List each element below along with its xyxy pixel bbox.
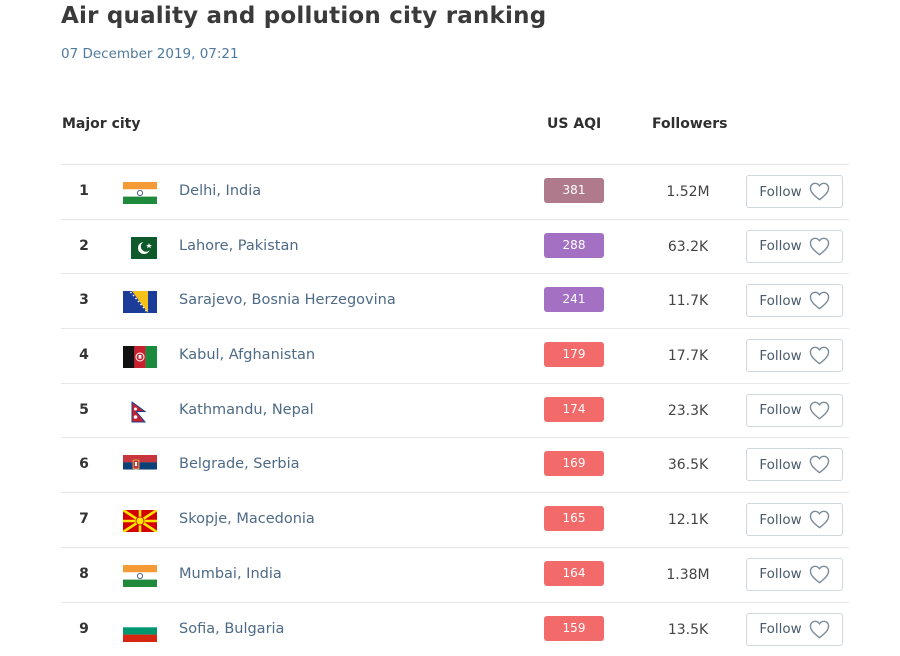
afghanistan-flag-icon (123, 346, 157, 368)
aqi-badge: 165 (544, 506, 604, 531)
rank-number: 4 (61, 347, 107, 363)
followers-count: 11.7K (648, 293, 728, 309)
city-link[interactable]: Kathmandu, Nepal (179, 402, 314, 418)
aqi-badge: 174 (544, 397, 604, 422)
heart-icon (809, 565, 830, 584)
rank-number: 9 (61, 621, 107, 637)
follow-label: Follow (759, 293, 801, 309)
heart-icon (809, 510, 830, 529)
city-link[interactable]: Mumbai, India (179, 566, 282, 582)
follow-button[interactable]: Follow (746, 284, 843, 317)
nepal-flag-icon (123, 401, 157, 423)
table-row: 3 Sarajevo, Bosnia Herzegovina 241 11.7K Fol… (61, 273, 849, 328)
header-major-city[interactable]: Major city (62, 116, 141, 132)
follow-label: Follow (759, 348, 801, 364)
followers-count: 17.7K (648, 348, 728, 364)
aqi-badge: 169 (544, 451, 604, 476)
bulgaria-flag-icon (123, 620, 157, 642)
rank-number: 8 (61, 566, 107, 582)
heart-icon (809, 620, 830, 639)
heart-icon (809, 455, 830, 474)
follow-button[interactable]: Follow (746, 503, 843, 536)
aqi-badge: 241 (544, 287, 604, 312)
city-link[interactable]: Lahore, Pakistan (179, 238, 299, 254)
city-link[interactable]: Sofia, Bulgaria (179, 621, 284, 637)
header-followers[interactable]: Followers (652, 116, 728, 132)
aqi-badge: 288 (544, 233, 604, 258)
india-flag-icon (123, 565, 157, 587)
table-row: 6 Belgrade, Serbia 169 36.5K Follow (61, 437, 849, 492)
table-row: 7 Skopje, Macedonia 165 12.1K Follow (61, 492, 849, 547)
table-row: 4 Kabul, Afghanistan 179 17.7K Follow (61, 328, 849, 383)
aqi-badge: 159 (544, 616, 604, 641)
rank-number: 7 (61, 511, 107, 527)
rank-number: 3 (61, 292, 107, 308)
bosnia-flag-icon (123, 291, 157, 313)
ranking-table: 1 Delhi, India 381 1.52M Follow 2 Lahore, Paki… (61, 164, 849, 656)
serbia-flag-icon (123, 455, 157, 477)
followers-count: 1.38M (648, 567, 728, 583)
table-row: 1 Delhi, India 381 1.52M Follow (61, 164, 849, 219)
rank-number: 6 (61, 456, 107, 472)
rank-number: 5 (61, 402, 107, 418)
follow-button[interactable]: Follow (746, 448, 843, 481)
heart-icon (809, 401, 830, 420)
table-row: 2 Lahore, Pakistan 288 63.2K Follow (61, 219, 849, 274)
india-flag-icon (123, 182, 157, 204)
follow-button[interactable]: Follow (746, 558, 843, 591)
table-header: Major city US AQI Followers (0, 116, 900, 138)
followers-count: 36.5K (648, 457, 728, 473)
follow-button[interactable]: Follow (746, 175, 843, 208)
follow-label: Follow (759, 621, 801, 637)
aqi-badge: 179 (544, 342, 604, 367)
table-row: 9 Sofia, Bulgaria 159 13.5K Follow (61, 602, 849, 656)
city-link[interactable]: Kabul, Afghanistan (179, 347, 315, 363)
followers-count: 13.5K (648, 622, 728, 638)
macedonia-flag-icon (123, 510, 157, 532)
city-link[interactable]: Delhi, India (179, 183, 261, 199)
follow-label: Follow (759, 238, 801, 254)
heart-icon (809, 291, 830, 310)
header-us-aqi[interactable]: US AQI (547, 116, 601, 132)
pakistan-flag-icon (123, 237, 157, 259)
follow-label: Follow (759, 184, 801, 200)
followers-count: 1.52M (648, 184, 728, 200)
heart-icon (809, 346, 830, 365)
follow-button[interactable]: Follow (746, 339, 843, 372)
heart-icon (809, 182, 830, 201)
rank-number: 2 (61, 238, 107, 254)
page-title: Air quality and pollution city ranking (61, 3, 546, 29)
table-row: 5 Kathmandu, Nepal 174 23.3K Follow (61, 383, 849, 438)
follow-button[interactable]: Follow (746, 230, 843, 263)
timestamp: 07 December 2019, 07:21 (61, 46, 239, 62)
followers-count: 23.3K (648, 403, 728, 419)
follow-label: Follow (759, 402, 801, 418)
city-link[interactable]: Belgrade, Serbia (179, 456, 300, 472)
follow-label: Follow (759, 512, 801, 528)
follow-label: Follow (759, 457, 801, 473)
city-link[interactable]: Sarajevo, Bosnia Herzegovina (179, 292, 396, 308)
followers-count: 12.1K (648, 512, 728, 528)
aqi-badge: 381 (544, 178, 604, 203)
heart-icon (809, 237, 830, 256)
table-row: 8 Mumbai, India 164 1.38M Follow (61, 547, 849, 602)
rank-number: 1 (61, 183, 107, 199)
followers-count: 63.2K (648, 239, 728, 255)
follow-button[interactable]: Follow (746, 394, 843, 427)
follow-label: Follow (759, 566, 801, 582)
follow-button[interactable]: Follow (746, 613, 843, 646)
aqi-badge: 164 (544, 561, 604, 586)
city-link[interactable]: Skopje, Macedonia (179, 511, 315, 527)
